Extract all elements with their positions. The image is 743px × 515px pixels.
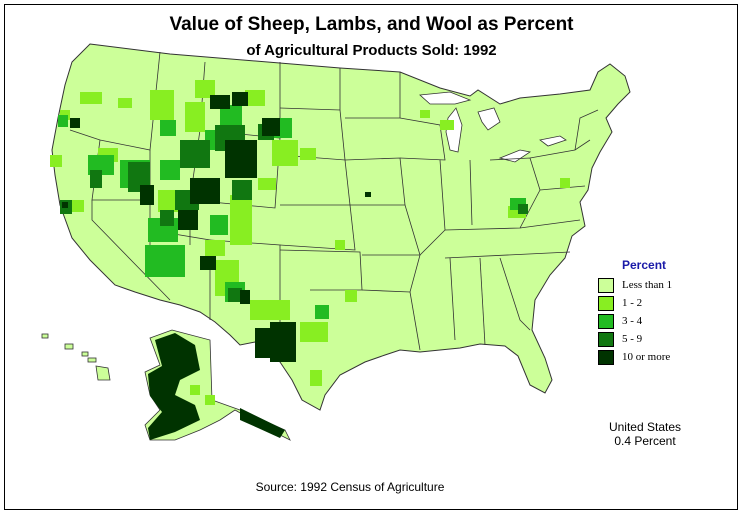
legend-swatch (598, 332, 614, 347)
us-summary: United States 0.4 Percent (590, 420, 700, 448)
us-summary-line1: United States (608, 420, 682, 434)
legend-label: 3 - 4 (622, 315, 643, 327)
legend-swatch (598, 350, 614, 365)
legend-label: 5 - 9 (622, 333, 643, 345)
hawaii (41, 333, 111, 381)
legend-swatch (598, 278, 614, 293)
legend-swatch (598, 314, 614, 329)
legend-title: Percent (622, 258, 667, 272)
legend-label: 1 - 2 (622, 297, 643, 309)
legend-swatch (598, 296, 614, 311)
map-title: Value of Sheep, Lambs, and Wool as Perce… (169, 14, 574, 35)
source-note: Source: 1992 Census of Agriculture (255, 480, 445, 494)
alaska (144, 329, 291, 441)
map-subtitle: of Agricultural Products Sold: 1992 (246, 42, 497, 59)
us-summary-line2: 0.4 Percent (614, 434, 676, 448)
legend-label: 10 or more (622, 351, 671, 363)
continental-us (51, 43, 631, 411)
legend-label: Less than 1 (622, 279, 673, 291)
county-shading (50, 80, 570, 386)
